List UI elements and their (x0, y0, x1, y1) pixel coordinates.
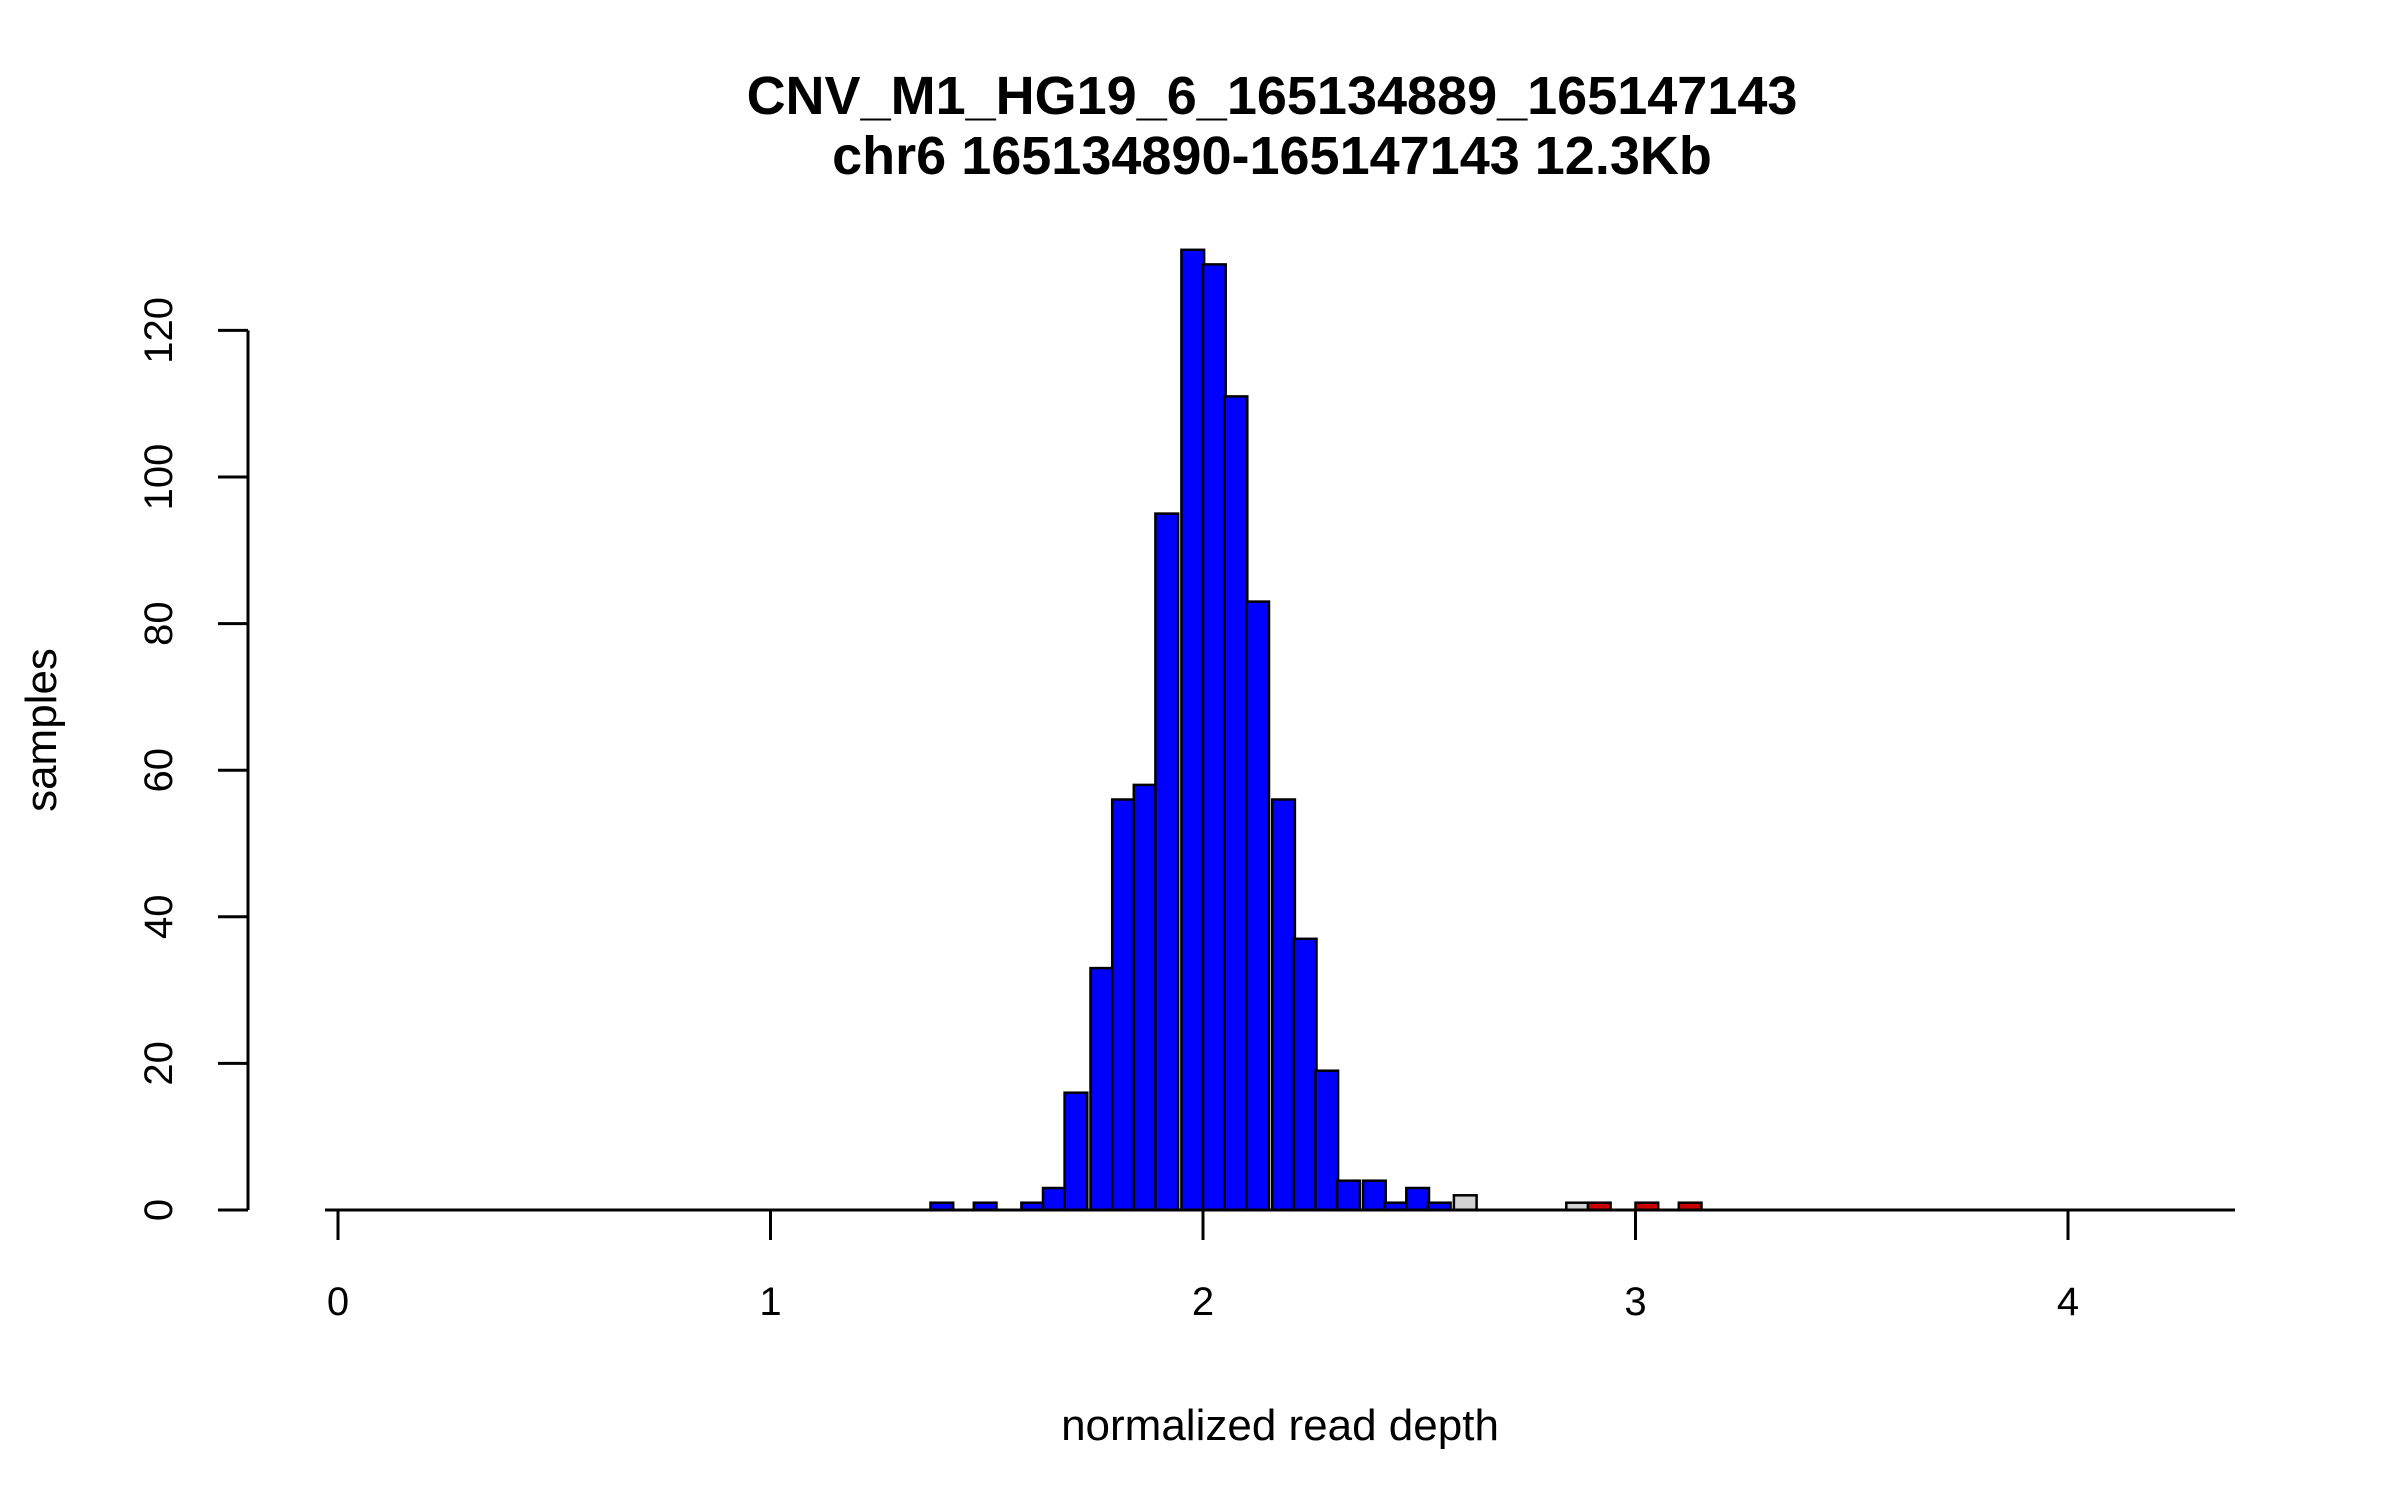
y-tick-label: 120 (137, 297, 181, 364)
histogram-bar (1361, 1179, 1387, 1212)
histogram-bar (1110, 798, 1137, 1212)
histogram-bar (1089, 966, 1115, 1212)
bars-group (929, 248, 1703, 1212)
histogram-bar (1180, 248, 1206, 1212)
y-axis: 0 20 40 60 80 100 120 (137, 297, 250, 1221)
histogram-bar (1063, 1091, 1089, 1212)
y-tick-label: 40 (137, 895, 181, 940)
x-axis: 0 1 2 3 4 (327, 1210, 2079, 1324)
x-tick-label: 1 (759, 1280, 781, 1324)
histogram-bar (1201, 263, 1227, 1212)
histogram-bar (1314, 1069, 1340, 1212)
x-tick-label: 3 (1624, 1280, 1646, 1324)
x-tick-label: 4 (2057, 1280, 2079, 1324)
histogram-bar (1292, 937, 1318, 1212)
x-tick-label: 2 (1192, 1280, 1214, 1324)
histogram-bar (1154, 512, 1180, 1212)
histogram-bar (1405, 1186, 1431, 1212)
chart-title: CNV_M1_HG19_6_165134889_165147143 (747, 66, 1798, 126)
histogram-bar (1452, 1194, 1478, 1212)
y-tick-label: 100 (137, 444, 181, 511)
x-tick-label: 0 (327, 1280, 349, 1324)
histogram-bar (1335, 1179, 1362, 1212)
y-tick-label: 0 (137, 1199, 181, 1221)
histogram-bar (1223, 395, 1249, 1212)
y-tick-label: 20 (137, 1041, 181, 1086)
y-tick-label: 80 (137, 601, 181, 646)
y-axis-title: samples (17, 648, 66, 812)
histogram-bar (1270, 798, 1297, 1212)
histogram-bar (1132, 783, 1158, 1212)
y-tick-label: 60 (137, 748, 181, 793)
histogram-bar (1041, 1186, 1067, 1212)
chart-subtitle: chr6 165134890-165147143 12.3Kb (832, 126, 1712, 186)
x-axis-title: normalized read depth (1061, 1401, 1499, 1450)
histogram-bar (1245, 600, 1271, 1212)
